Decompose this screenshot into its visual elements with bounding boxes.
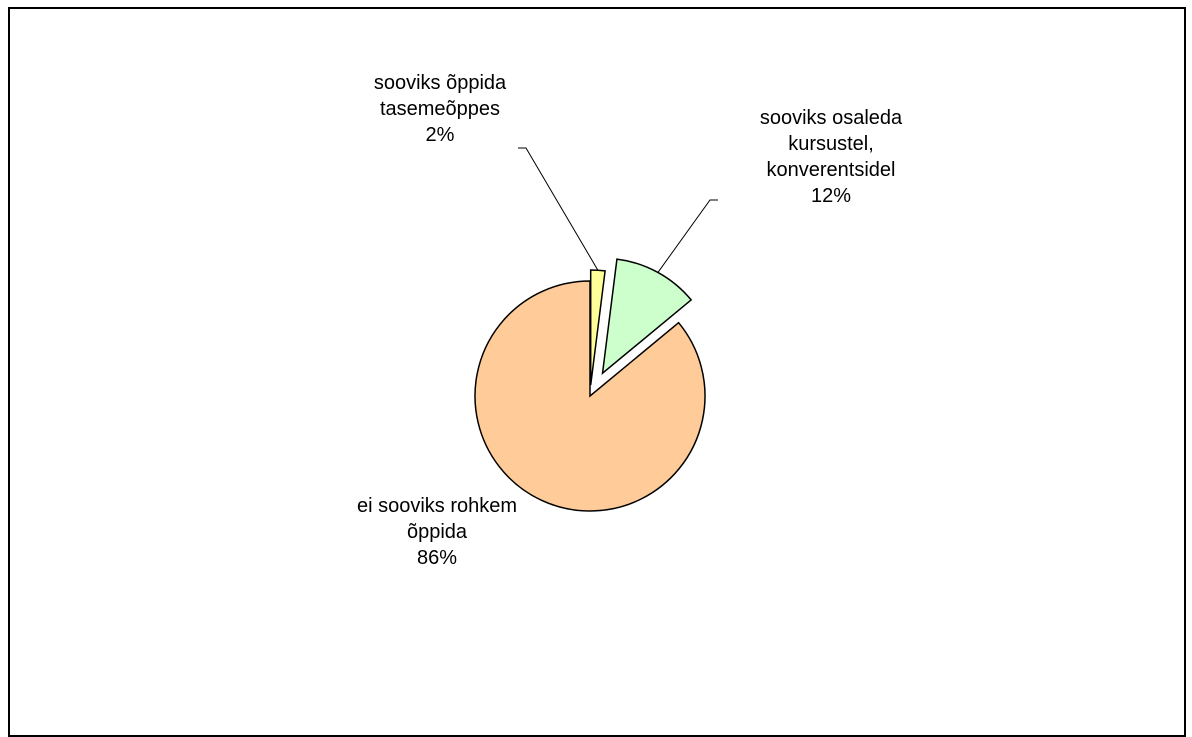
slice-label-line: 86% bbox=[417, 547, 457, 569]
slice-label-1: sooviks õppida tasemeõppes 2% bbox=[374, 72, 507, 146]
slice-label-line: tasemeõppes bbox=[380, 98, 500, 120]
leader-line-1 bbox=[518, 147, 599, 271]
leader-lines bbox=[518, 147, 718, 273]
slice-label-line: ei sooviks rohkem bbox=[357, 495, 517, 517]
slice-label-line: sooviks õppida bbox=[374, 72, 507, 94]
slice-label-3: ei sooviks rohkem õppida 86% bbox=[357, 495, 517, 569]
slice-label-line: õppida bbox=[407, 521, 468, 543]
pie-slices bbox=[474, 258, 706, 512]
slice-label-line: konverentsidel bbox=[767, 159, 896, 181]
pie-slice-3 bbox=[474, 280, 706, 512]
leader-line-2 bbox=[657, 199, 718, 273]
slice-label-line: 12% bbox=[811, 185, 851, 207]
slice-label-line: sooviks osaleda bbox=[760, 107, 903, 129]
chart-frame bbox=[8, 7, 1186, 737]
slice-label-line: 2% bbox=[426, 124, 455, 146]
slice-labels: sooviks õppida tasemeõppes 2% sooviks osale… bbox=[357, 72, 903, 569]
slice-label-line: kursustel, bbox=[788, 133, 874, 155]
pie-slice-1 bbox=[589, 269, 606, 386]
slice-label-2: sooviks osaleda kursustel, konverentsidel 1… bbox=[760, 107, 903, 207]
